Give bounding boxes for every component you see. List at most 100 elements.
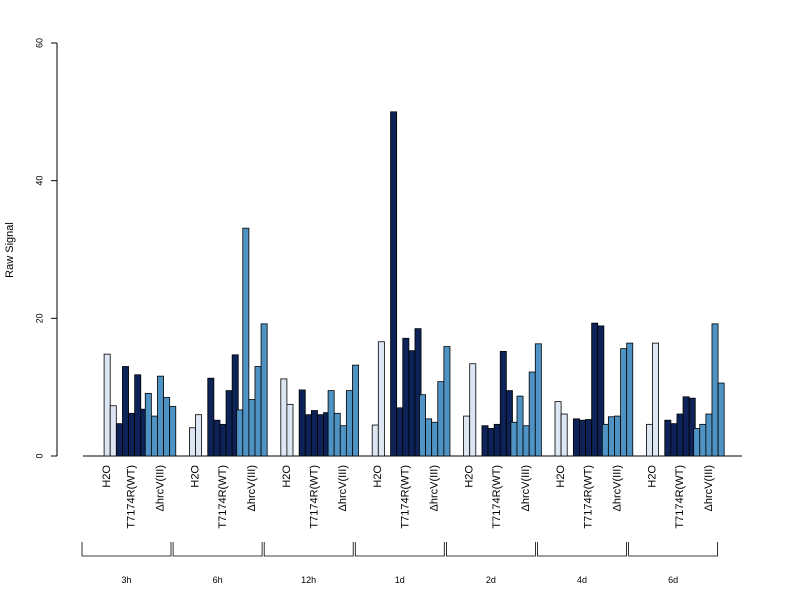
bar [693,428,701,457]
y-axis-title: Raw Signal [4,222,16,278]
group-label: T7174R(WT) [126,465,138,529]
time-bracket [628,542,718,557]
group-label: ΔhrcV(III) [246,465,258,511]
bar [327,390,335,457]
bar [419,394,426,457]
bar [377,341,385,457]
bar [396,407,404,457]
y-axis: 0 20 40 60 [34,38,58,459]
group-label: H2O [555,465,567,488]
bar [463,415,471,457]
bar [236,409,244,457]
time-bracket [537,542,627,557]
time-label: 6h [213,575,223,585]
bar [280,378,288,457]
group-label: ΔhrcV(III) [337,465,349,511]
bar [670,423,678,457]
group-label: ΔhrcV(III) [703,465,715,511]
bar [402,337,410,457]
bar [437,381,445,457]
group-label: T7174R(WT) [491,465,503,529]
time-bracket [172,542,263,557]
bar [122,366,129,457]
bar [597,325,605,457]
bar [493,423,501,457]
bar [717,382,725,457]
bar [242,227,250,457]
group-label: H2O [101,465,113,488]
bar [572,418,580,457]
bar [371,424,379,457]
bar [626,342,634,457]
bar [522,425,530,457]
bar [207,377,215,457]
group-label: ΔhrcV(III) [611,465,623,511]
bar [607,416,615,457]
bar [652,342,659,457]
bar [345,390,353,457]
bar [333,412,341,457]
time-label: 1d [395,575,405,585]
bar [304,414,312,457]
time-bracket [446,542,536,557]
bar [481,425,489,457]
group-label: ΔhrcV(III) [429,465,441,511]
bar [591,322,599,457]
bar [431,421,439,457]
bar [195,414,202,457]
bar [157,375,164,457]
bar [487,428,495,457]
bar [134,374,142,457]
time-bracket [263,542,354,557]
group-label: ΔhrcV(III) [154,465,166,511]
bar [601,423,609,457]
bar [286,403,294,457]
bar [682,396,690,457]
time-brackets: 3h 6h 12h 1d 2d 4d 6d [81,542,718,585]
bar [620,348,628,457]
bar [260,323,268,457]
bar [699,423,707,457]
group-label: H2O [464,465,476,488]
bar [534,343,542,457]
y-tick-label: 60 [34,38,44,48]
bar [579,419,586,457]
bar [585,419,593,457]
y-tick-label: 0 [34,453,44,458]
group-label: T7174R(WT) [583,465,595,529]
bar [115,423,123,457]
bar [443,346,451,457]
bar [254,366,262,457]
time-label: 3h [121,575,131,585]
bar [169,406,177,457]
time-bracket [354,542,445,557]
bar [248,399,256,457]
bar [499,350,507,457]
bar [554,401,562,457]
bar [688,397,696,457]
bar [150,415,158,457]
bar [339,425,347,457]
bar [414,328,422,457]
group-label: H2O [189,465,201,488]
time-label: 4d [577,575,587,585]
group-label: T7174R(WT) [308,465,320,529]
bar [516,395,524,457]
bar [128,412,136,457]
bar [213,419,221,457]
time-bracket [81,542,172,557]
group-label: T7174R(WT) [400,465,412,529]
bar [705,413,713,457]
time-label: 12h [301,575,316,585]
y-tick-label: 40 [34,176,44,186]
bar [664,419,672,457]
group-label: T7174R(WT) [674,465,686,529]
x-labels: H2O T7174R(WT) ΔhrcV(III) H2O T7174R(WT) Δhrc… [101,465,715,529]
bar [614,415,621,457]
bar [225,390,233,457]
bar [317,414,324,457]
bars [103,111,725,457]
bar [298,389,306,457]
bar [528,371,536,457]
